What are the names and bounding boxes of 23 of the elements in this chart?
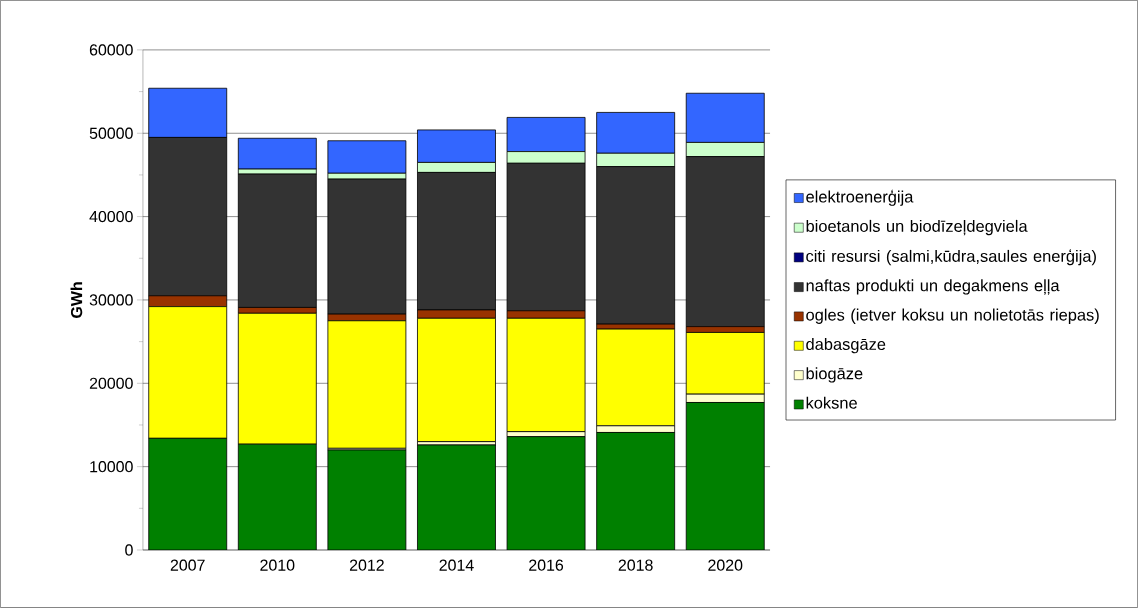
x-tick-label: 2020 bbox=[708, 559, 743, 571]
legend-label: biogāze bbox=[806, 367, 863, 383]
legend-label: bioetanols un biodīzeļdegviela bbox=[806, 219, 1028, 236]
y-tick-label: 20000 bbox=[89, 377, 133, 389]
x-tick-label: 2010 bbox=[260, 559, 295, 571]
legend-label: dabasgāze bbox=[806, 338, 886, 354]
x-tick-label: 2012 bbox=[349, 559, 384, 571]
legend-label: citi resursi (salmi,kūdra,saules enerģija) bbox=[806, 249, 1096, 266]
y-axis-title: GWh bbox=[70, 282, 83, 318]
y-tick-label: 30000 bbox=[89, 294, 133, 306]
y-tick-label: 50000 bbox=[89, 127, 133, 139]
legend-label: koksne bbox=[806, 396, 857, 409]
x-tick-label: 2016 bbox=[529, 559, 564, 571]
legend-label: elektroenerģija bbox=[806, 189, 914, 206]
x-tick-label: 2014 bbox=[439, 559, 474, 571]
x-tick-label: 2018 bbox=[618, 559, 653, 571]
y-tick-label: 60000 bbox=[89, 44, 133, 56]
legend-label: naftas produkti un degakmens eļļa bbox=[806, 279, 1060, 295]
y-tick-label: 10000 bbox=[90, 461, 133, 473]
y-tick-label: 0 bbox=[125, 544, 133, 556]
legend-label: ogles (ietver koksu un nolietotās riepas) bbox=[806, 308, 1099, 324]
y-tick-label: 40000 bbox=[89, 211, 133, 223]
x-tick-label: 2007 bbox=[170, 559, 205, 571]
